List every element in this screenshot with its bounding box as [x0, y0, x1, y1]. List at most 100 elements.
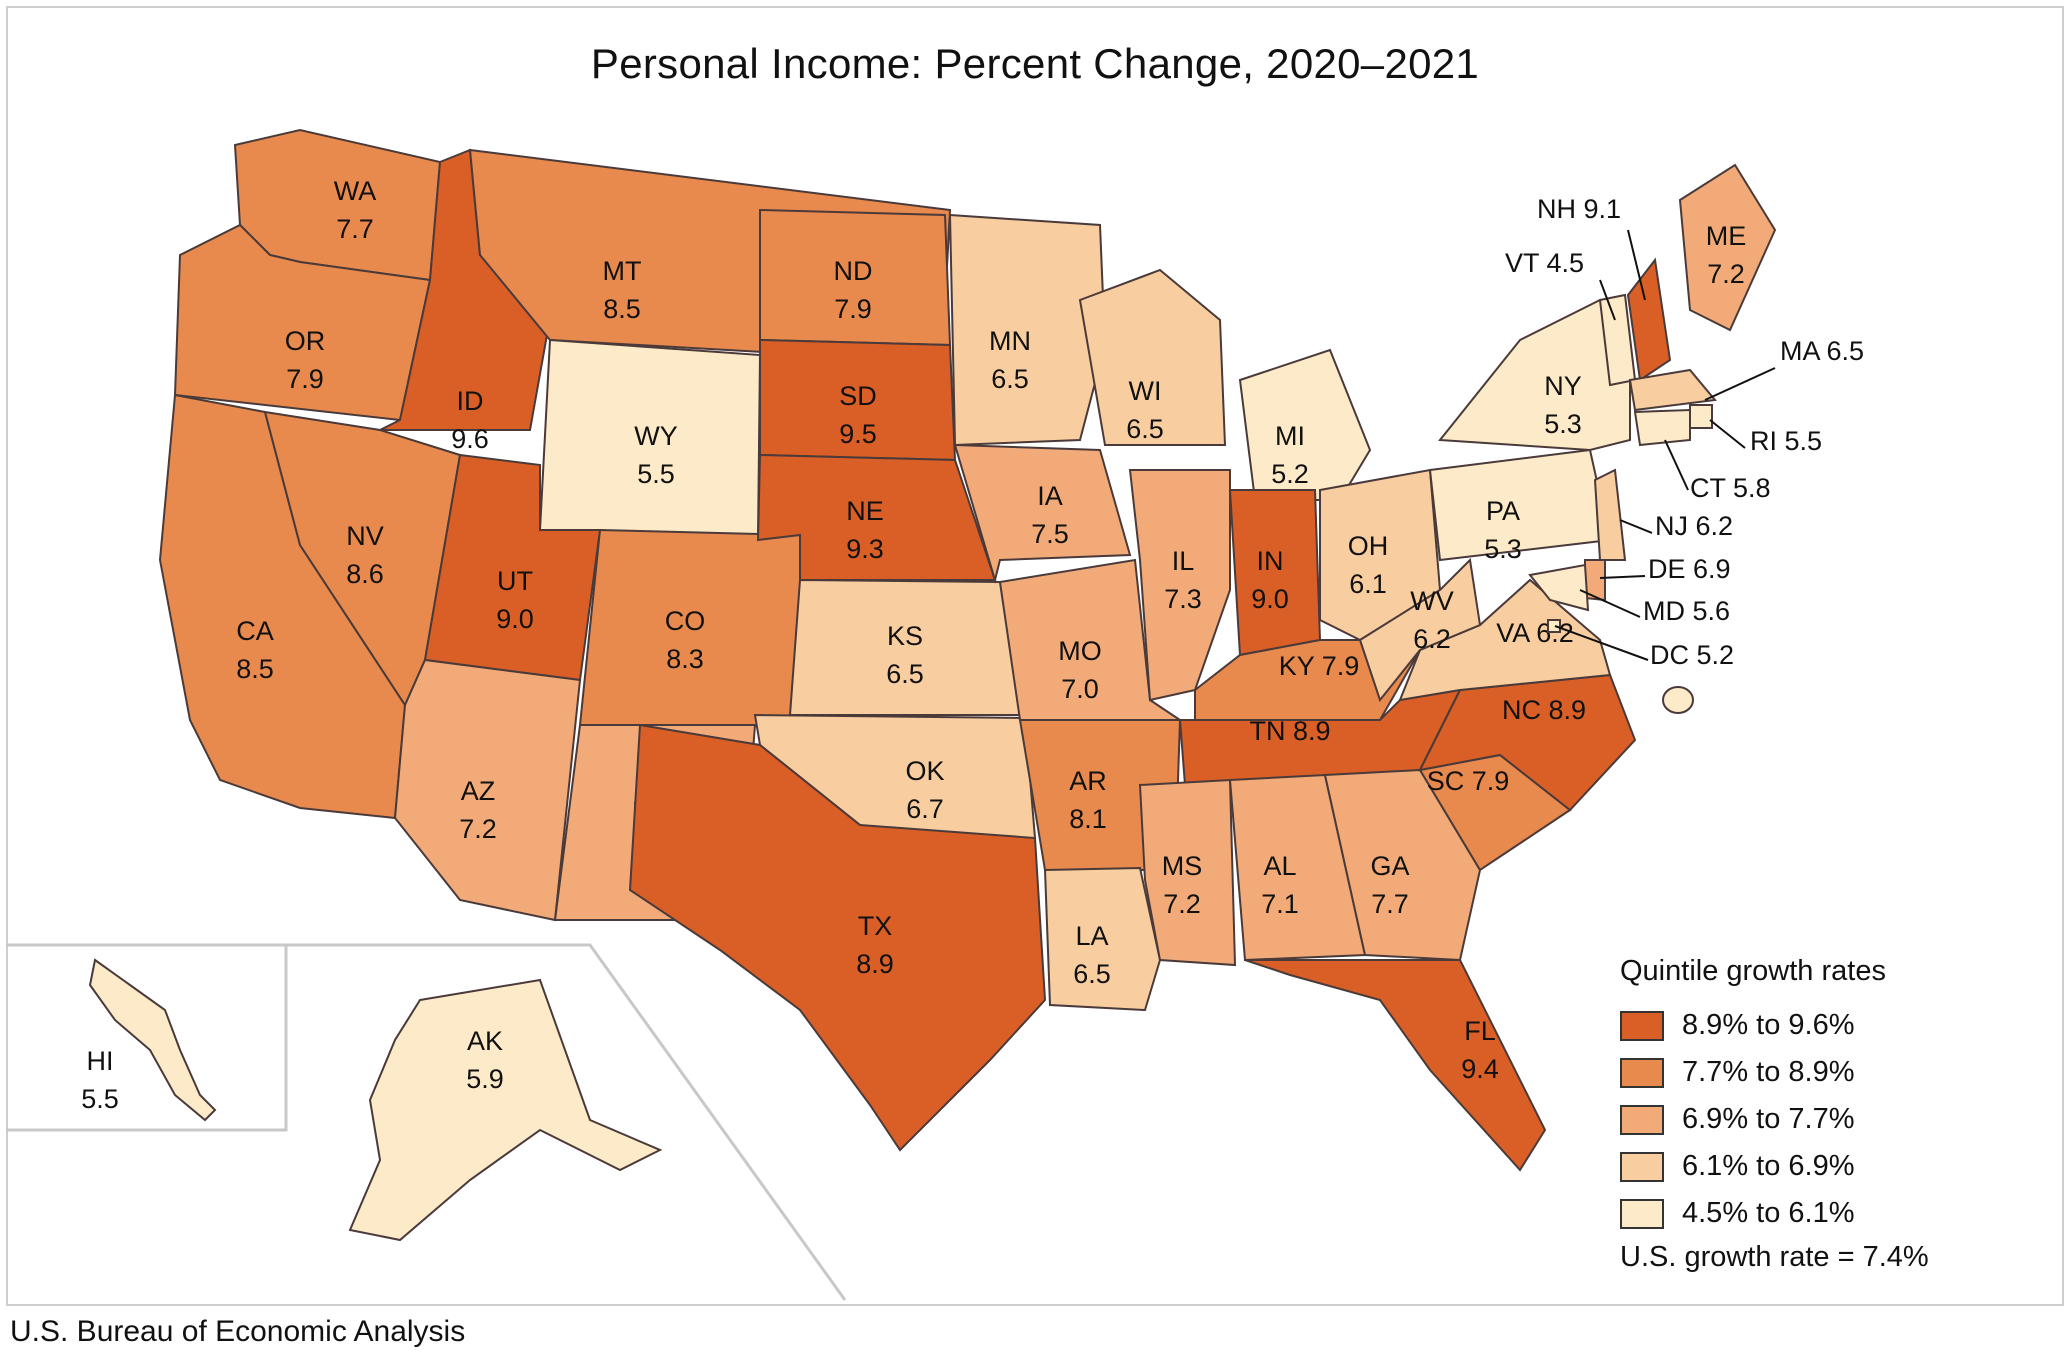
state-label-il: IL — [1172, 546, 1195, 576]
legend-label: 6.1% to 6.9% — [1682, 1150, 1855, 1182]
leader-line-ri — [1709, 419, 1746, 449]
state-label-nc: NC 8.9 — [1502, 695, 1586, 725]
state-label-oh: OH — [1348, 531, 1389, 561]
state-value-ne: 9.3 — [846, 534, 884, 564]
legend-item: 7.7% to 8.9% — [1620, 1049, 2020, 1096]
state-mo — [998, 558, 1184, 721]
legend-item: 4.5% to 6.1% — [1620, 1190, 2020, 1237]
dc-marker — [1662, 686, 1694, 714]
legend-item: 6.9% to 7.7% — [1620, 1096, 2020, 1143]
state-value-oh: 6.1 — [1349, 569, 1387, 599]
callout-label-md: MD 5.6 — [1643, 596, 1730, 626]
state-ga — [1323, 768, 1482, 962]
state-me — [1678, 163, 1777, 332]
state-ms — [1138, 778, 1237, 967]
state-tx — [628, 723, 1047, 1152]
callout-label-ma: MA 6.5 — [1780, 336, 1864, 366]
leader-line-dc — [1554, 625, 1649, 661]
state-label-wv: WV — [1410, 586, 1454, 616]
state-label-sc: SC 7.9 — [1427, 766, 1510, 796]
callout-label-ri: RI 5.5 — [1750, 426, 1822, 456]
state-value-mn: 6.5 — [991, 364, 1029, 394]
state-label-ms: MS — [1162, 851, 1203, 881]
state-label-mn: MN — [989, 326, 1031, 356]
state-label-ne: NE — [846, 496, 884, 526]
state-value-pa: 5.3 — [1484, 534, 1522, 564]
state-label-me: ME — [1706, 221, 1747, 251]
legend: Quintile growth rates 8.9% to 9.6% 7.7% t… — [1620, 955, 2020, 1274]
state-value-in: 9.0 — [1251, 584, 1289, 614]
state-or — [173, 223, 432, 422]
state-value-ms: 7.2 — [1163, 889, 1201, 919]
callout-label-de: DE 6.9 — [1648, 554, 1731, 584]
inset-border — [6, 943, 847, 1301]
state-label-ny: NY — [1544, 371, 1582, 401]
callout-label-dc: DC 5.2 — [1650, 640, 1734, 670]
state-mn — [948, 213, 1107, 447]
state-ma — [1628, 368, 1717, 412]
legend-label: 4.5% to 6.1% — [1682, 1197, 1855, 1229]
state-label-tx: TX — [858, 911, 893, 941]
state-az — [393, 658, 582, 922]
legend-swatch — [1620, 1151, 1664, 1182]
state-nj — [1593, 468, 1627, 561]
state-value-mi: 5.2 — [1271, 459, 1309, 489]
state-value-az: 7.2 — [459, 814, 497, 844]
state-label-pa: PA — [1486, 496, 1520, 526]
legend-rows: 8.9% to 9.6% 7.7% to 8.9% 6.9% to 7.7% 6.1%… — [1620, 1002, 2020, 1237]
state-label-co: CO — [665, 606, 706, 636]
state-label-fl: FL — [1464, 1016, 1496, 1046]
state-value-nv: 8.6 — [346, 559, 384, 589]
leader-line-de — [1599, 575, 1646, 579]
us-growth-rate: U.S. growth rate = 7.4% — [1620, 1241, 1929, 1273]
leader-line-nj — [1619, 519, 1653, 534]
state-ia — [953, 443, 1132, 584]
state-label-ut: UT — [497, 566, 533, 596]
callout-label-nj: NJ 6.2 — [1655, 511, 1733, 541]
state-value-la: 6.5 — [1073, 959, 1111, 989]
state-value-id: 9.6 — [451, 424, 489, 454]
state-value-ok: 6.7 — [906, 794, 944, 824]
leader-line-nh — [1627, 229, 1646, 301]
state-value-ga: 7.7 — [1371, 889, 1409, 919]
leader-line-ma — [1704, 367, 1776, 401]
leader-line-vt — [1599, 279, 1616, 321]
state-label-ar: AR — [1069, 766, 1107, 796]
state-wi — [1078, 268, 1227, 446]
state-value-wi: 6.5 — [1126, 414, 1164, 444]
state-label-mi: MI — [1275, 421, 1305, 451]
state-value-mt: 8.5 — [603, 294, 641, 324]
state-value-nd: 7.9 — [834, 294, 872, 324]
state-ny — [1438, 298, 1631, 452]
state-label-ok: OK — [905, 756, 944, 786]
leader-line-ct — [1664, 439, 1689, 491]
callouts-layer: VT 4.5 NH 9.1 MA 6.5 RI 5.5 CT 5.8 NJ 6.2 DE 6… — [1505, 194, 1864, 714]
state-label-al: AL — [1263, 851, 1296, 881]
state-label-la: LA — [1075, 921, 1108, 951]
state-value-hi: 5.5 — [81, 1084, 119, 1114]
state-value-sd: 9.5 — [839, 419, 877, 449]
state-value-co: 8.3 — [666, 644, 704, 674]
map-frame — [6, 6, 2064, 1306]
state-value-al: 7.1 — [1261, 889, 1299, 919]
legend-title: Quintile growth rates — [1620, 955, 1886, 987]
legend-swatch — [1620, 1198, 1664, 1229]
state-value-wv: 6.2 — [1413, 624, 1451, 654]
state-value-tx: 8.9 — [856, 949, 894, 979]
state-value-ks: 6.5 — [886, 659, 924, 689]
source-credit: U.S. Bureau of Economic Analysis — [10, 1315, 466, 1348]
callout-label-ct: CT 5.8 — [1690, 473, 1771, 503]
state-label-ga: GA — [1370, 851, 1409, 881]
state-md — [1528, 563, 1590, 612]
state-label-ia: IA — [1037, 481, 1063, 511]
map-title: Personal Income: Percent Change, 2020–20… — [590, 40, 1480, 87]
callout-label-vt: VT 4.5 — [1505, 248, 1584, 278]
state-fl — [1244, 959, 1547, 1172]
state-label-wa: WA — [334, 176, 377, 206]
state-value-ny: 5.3 — [1544, 409, 1582, 439]
state-label-tn: TN 8.9 — [1249, 716, 1330, 746]
state-value-ia: 7.5 — [1031, 519, 1069, 549]
state-label-az: AZ — [461, 776, 496, 806]
state-label-wi: WI — [1129, 376, 1162, 406]
state-ak — [348, 978, 663, 1242]
